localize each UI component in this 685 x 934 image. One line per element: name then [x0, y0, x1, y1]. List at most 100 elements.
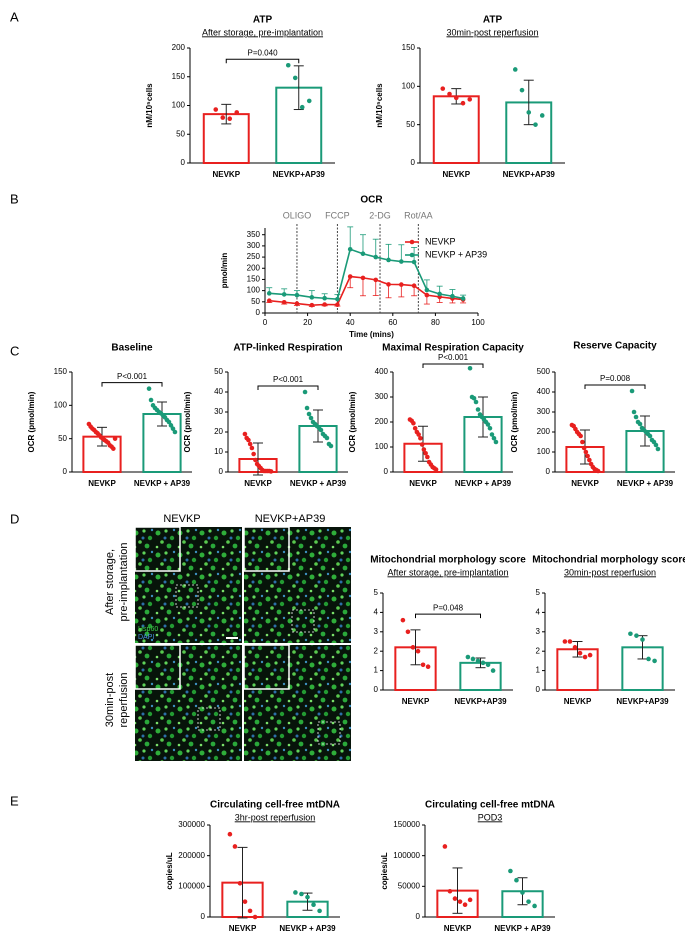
data-point [452, 896, 458, 901]
data-point [489, 432, 495, 437]
data-point [247, 908, 253, 914]
y-tick-label: 150000 [393, 820, 420, 829]
x-tick-label: NEVKP+AP39 [503, 170, 556, 179]
y-tick-label: 0 [536, 685, 541, 694]
y-tick-label: 50 [58, 434, 67, 443]
data-point [112, 436, 118, 441]
data-point [457, 899, 463, 904]
significance-bracket [257, 385, 319, 390]
injection-label: 2-DG [369, 210, 391, 220]
y-tick-label: 400 [537, 387, 551, 396]
zoom-boxes [175, 584, 341, 745]
y-tick-label: 250 [247, 252, 261, 261]
data-point [637, 421, 643, 427]
legend-marker [409, 252, 415, 258]
data-point [266, 291, 272, 296]
data-point [281, 292, 287, 297]
y-tick-label: 1 [536, 666, 541, 675]
data-point [519, 87, 525, 93]
data-point [437, 291, 442, 297]
insets [134, 526, 290, 690]
injection-label: OLIGO [283, 210, 312, 220]
data-point [567, 639, 573, 644]
data-point [475, 658, 481, 664]
y-tick-label: 20 [214, 427, 223, 436]
y-tick-label: 4 [374, 608, 379, 617]
y-axis-label: OCR (pmol/min) [183, 391, 192, 452]
data-point [572, 645, 578, 650]
significance-bracket [584, 384, 646, 389]
data-point [318, 427, 324, 433]
data-point [580, 439, 585, 445]
x-tick-label: NEVKP + AP39 [455, 479, 512, 488]
data-point [520, 890, 525, 895]
y-tick-label: 0 [256, 308, 261, 317]
y-tick-label: 0 [416, 912, 421, 921]
x-tick-label: NEVKP [409, 479, 437, 488]
micrograph [244, 527, 351, 643]
y-tick-label: 2 [374, 646, 379, 655]
data-point [424, 287, 430, 293]
column-label: NEVKP+AP39 [255, 513, 326, 525]
y-tick-label: 100000 [178, 881, 205, 890]
data-point [306, 411, 312, 417]
chart-title: ATP [253, 15, 273, 26]
y-tick-label: 400 [375, 367, 389, 376]
data-point [462, 902, 468, 908]
data-point [266, 298, 272, 303]
x-tick-label: NEVKP + AP39 [290, 479, 347, 488]
y-tick-label: 100 [402, 81, 416, 90]
data-point [585, 453, 590, 459]
chart-subtitle: After storage, pre-implantation [387, 567, 508, 577]
data-point [405, 629, 411, 635]
y-axis-label: pmol/min [220, 253, 229, 289]
x-tick-label: 20 [303, 318, 312, 327]
data-point [647, 433, 653, 439]
chart-title: ATP-linked Respiration [233, 343, 342, 354]
y-tick-label: 0 [219, 467, 224, 476]
y-tick-label: 50 [176, 129, 185, 138]
chart-subtitle: 30min-post reperfusion [564, 567, 656, 577]
data-point [317, 908, 322, 914]
x-tick-label: NEVKP+AP39 [273, 170, 326, 179]
data-point [335, 296, 340, 302]
data-point [653, 442, 659, 448]
row-label: pre-implantation [118, 543, 130, 622]
data-point [294, 301, 300, 306]
legend-label: NEVKP + AP39 [425, 249, 487, 259]
data-point [514, 877, 519, 883]
series-line [269, 275, 464, 306]
data-point [386, 257, 391, 263]
y-tick-label: 300 [537, 407, 551, 416]
data-point [421, 447, 427, 452]
x-tick-label: NEVKP [564, 697, 592, 706]
data-point [440, 86, 446, 91]
panel-letter: A [10, 9, 19, 24]
data-point [347, 246, 353, 252]
y-tick-label: 50 [214, 367, 223, 376]
data-point [433, 467, 439, 472]
data-point [360, 275, 366, 281]
data-point [168, 423, 174, 428]
y-tick-label: 50 [251, 297, 260, 306]
chart-title: Reserve Capacity [573, 341, 657, 352]
y-tick-label: 100 [54, 400, 68, 409]
data-point [411, 259, 417, 265]
data-point [640, 637, 645, 642]
data-point [148, 397, 154, 403]
x-tick-label: 100 [471, 318, 485, 327]
chart-title: OCR [360, 195, 383, 206]
data-point [418, 435, 423, 441]
data-point [450, 293, 455, 299]
data-point [473, 399, 479, 405]
legend-marker [409, 239, 415, 245]
data-point [412, 425, 418, 431]
data-point [562, 639, 568, 644]
chart-title: Mitochondrial morphology score [370, 555, 526, 566]
chart-title: Maximal Respiration Capacity [382, 343, 524, 354]
p-value: P<0.001 [273, 375, 304, 384]
y-tick-label: 100 [172, 101, 186, 110]
y-tick-label: 3 [536, 627, 541, 636]
y-tick-label: 150 [402, 43, 416, 52]
y-tick-label: 0 [374, 685, 379, 694]
